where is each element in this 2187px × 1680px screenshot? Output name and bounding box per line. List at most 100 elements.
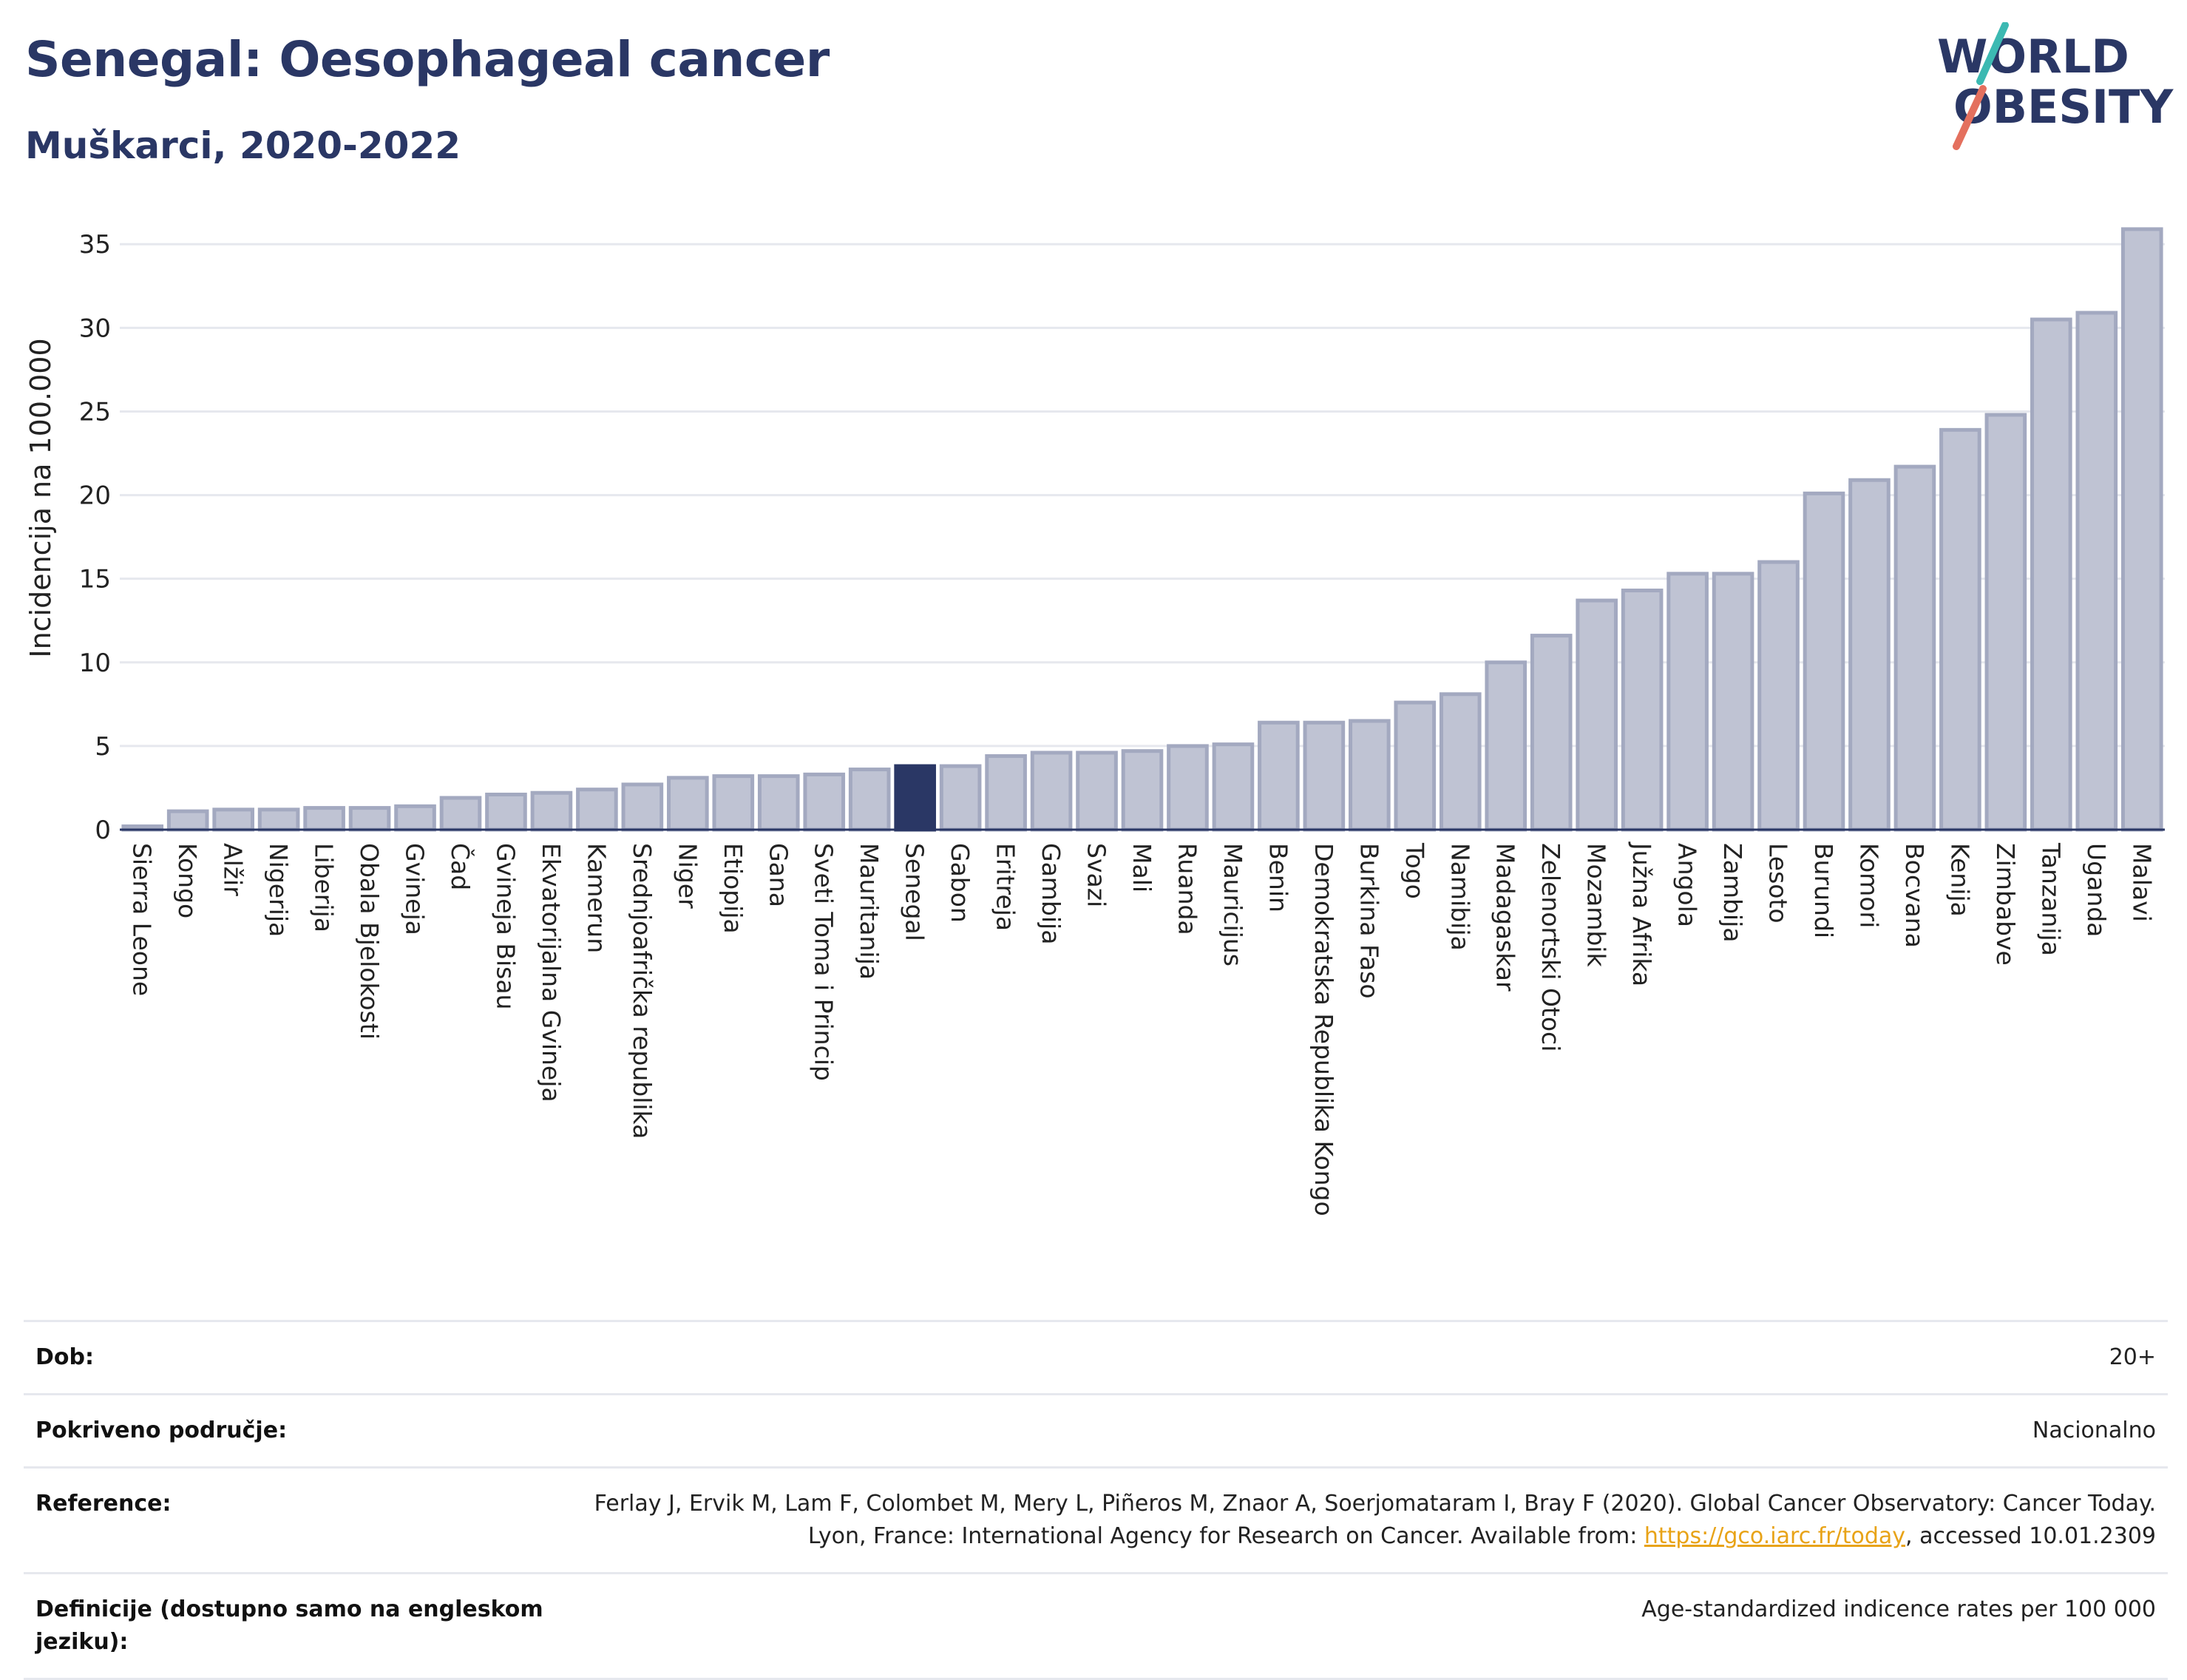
x-category-label: Kamerun <box>582 843 611 953</box>
y-tick-label: 5 <box>95 732 111 762</box>
x-category-label: Gvineja <box>401 843 430 935</box>
x-category-label: Burkina Faso <box>1354 843 1383 999</box>
world-obesity-logo: WORLD OBESITY <box>1937 22 2174 150</box>
bar-zelenortski-otoci <box>1530 634 1573 832</box>
bar-togo <box>1394 700 1437 832</box>
bar-chart: 0 5 10 15 20 25 30 35 Sierra Leone Kongo Alžir Nig… <box>24 227 2165 1216</box>
x-category-label: Lesoto <box>1764 843 1793 924</box>
x-category-label: Zambija <box>1718 843 1747 942</box>
y-tick-label: 35 <box>79 230 111 260</box>
x-category-label: Niger <box>673 843 702 909</box>
bar-namibija <box>1439 692 1482 832</box>
bar-gambija <box>1030 751 1073 832</box>
bar-eritreja <box>985 753 1027 832</box>
x-category-label: Kenija <box>1945 843 1974 917</box>
meta-key: Definicije (dostupno samo na engleskom j… <box>35 1596 543 1655</box>
x-category-label: Nigerija <box>264 843 293 937</box>
chart-subtitle: Muškarci, 2020-2022 <box>25 124 461 167</box>
bar-mali <box>1121 749 1164 832</box>
meta-row-reference: Reference: Ferlay J, Ervik M, Lam F, Col… <box>24 1466 2168 1572</box>
bar-gana <box>757 774 800 832</box>
x-category-label: Svazi <box>1082 843 1111 907</box>
x-category-label: Južna Afrika <box>1627 841 1656 986</box>
x-category-label: Madagaskar <box>1491 843 1520 992</box>
meta-value: Nacionalno <box>2032 1418 2156 1443</box>
bar-kenija <box>1939 427 1981 832</box>
logo-line-2: OBESITY <box>1953 80 2174 134</box>
y-axis-title: Incidencija na 100.000 <box>24 338 57 657</box>
y-tick-label: 30 <box>79 314 111 343</box>
bar-obala-bjelokosti <box>348 806 391 832</box>
x-category-label: Mali <box>1128 843 1156 892</box>
x-category-label: Gambija <box>1037 843 1065 944</box>
y-tick-label: 0 <box>95 816 111 845</box>
meta-key: Reference: <box>35 1491 172 1517</box>
bar-uganda <box>2075 311 2118 832</box>
x-category-label: Benin <box>1264 843 1292 912</box>
bar-kamerun <box>576 788 618 832</box>
bar-zimbabve <box>1984 413 2027 832</box>
meta-value: 20+ <box>2109 1344 2156 1370</box>
x-category-label: Alžir <box>219 843 248 896</box>
y-tick-label: 10 <box>79 648 111 678</box>
x-category-label: Angola <box>1673 843 1702 927</box>
x-category-label: Sierra Leone <box>128 843 157 996</box>
bar-niger <box>667 776 709 832</box>
bar-mauricijus <box>1212 742 1255 832</box>
y-tick-label: 15 <box>79 565 111 595</box>
bar-liberija <box>303 806 345 832</box>
meta-row-definitions: Definicije (dostupno samo na engleskom j… <box>24 1572 2168 1680</box>
x-axis-labels: Sierra Leone Kongo Alžir Nigerija Liberija Ob… <box>128 841 2157 1216</box>
bar-čad <box>439 796 482 832</box>
meta-row-age: Dob: 20+ <box>24 1320 2168 1393</box>
bars <box>121 227 2163 832</box>
bar-komori <box>1848 478 1891 832</box>
logo-accent-stroke-coral <box>1953 85 1987 150</box>
bar-ruanda <box>1167 744 1209 832</box>
bar-svazi <box>1076 751 1118 832</box>
meta-value: Ferlay J, Ervik M, Lam F, Colombet M, Me… <box>566 1488 2156 1553</box>
bar-gabon <box>939 764 982 832</box>
x-category-label: Obala Bjelokosti <box>355 843 384 1040</box>
x-category-label: Senegal <box>901 843 929 941</box>
x-category-label: Malavi <box>2127 843 2156 922</box>
bar-alžir <box>212 807 254 832</box>
x-category-label: Ruanda <box>1173 843 1201 935</box>
x-category-label: Ekvatorijalna Gvineja <box>537 843 566 1102</box>
bar-lesoto <box>1757 560 1800 832</box>
x-category-label: Čad <box>446 843 475 890</box>
x-category-label: Liberija <box>310 843 339 932</box>
x-category-label: Mauricijus <box>1218 843 1247 966</box>
bar-južna-afrika <box>1621 589 1664 832</box>
bar-demokratska-republika-kongo <box>1303 720 1346 832</box>
bar-ekvatorijalna-gvineja <box>530 790 573 832</box>
x-category-label: Gabon <box>946 843 974 923</box>
bar-zambija <box>1712 572 1754 832</box>
meta-value: Age-standardized indicence rates per 100… <box>1641 1596 2156 1622</box>
reference-link[interactable]: https://gco.iarc.fr/today <box>1644 1523 1906 1549</box>
x-category-label: Kongo <box>173 843 202 918</box>
meta-row-coverage: Pokriveno područje: Nacionalno <box>24 1393 2168 1466</box>
chart-title: Senegal: Oesophageal cancer <box>25 31 830 88</box>
logo-line-1: WORLD <box>1937 30 2129 84</box>
bar-gvineja-bisau <box>485 792 527 832</box>
x-category-label: Bocvana <box>1900 843 1929 948</box>
bar-sveti-toma-i-princip <box>803 772 846 832</box>
x-category-label: Tanzanija <box>2036 842 2065 956</box>
y-tick-label: 25 <box>79 397 111 427</box>
meta-key: Pokriveno područje: <box>35 1418 288 1443</box>
bar-gvineja <box>394 804 436 832</box>
bar-mozambik <box>1576 598 1618 832</box>
bar-senegal <box>894 764 936 832</box>
x-category-label: Namibija <box>1445 843 1474 951</box>
bar-nigerija <box>257 807 300 832</box>
bar-tanzanija <box>2030 317 2072 832</box>
y-tick-label: 20 <box>79 481 111 511</box>
bar-burundi <box>1803 491 1845 832</box>
bar-bocvana <box>1893 464 1936 832</box>
x-category-label: Togo <box>1400 842 1429 899</box>
bar-malavi <box>2120 227 2163 832</box>
metadata-table: Dob: 20+ Pokriveno područje: Nacionalno … <box>24 1320 2168 1680</box>
reference-text: Ferlay J, Ervik M, Lam F, Colombet M, Me… <box>594 1491 2156 1549</box>
y-axis-ticks: 0 5 10 15 20 25 30 35 <box>79 230 111 845</box>
